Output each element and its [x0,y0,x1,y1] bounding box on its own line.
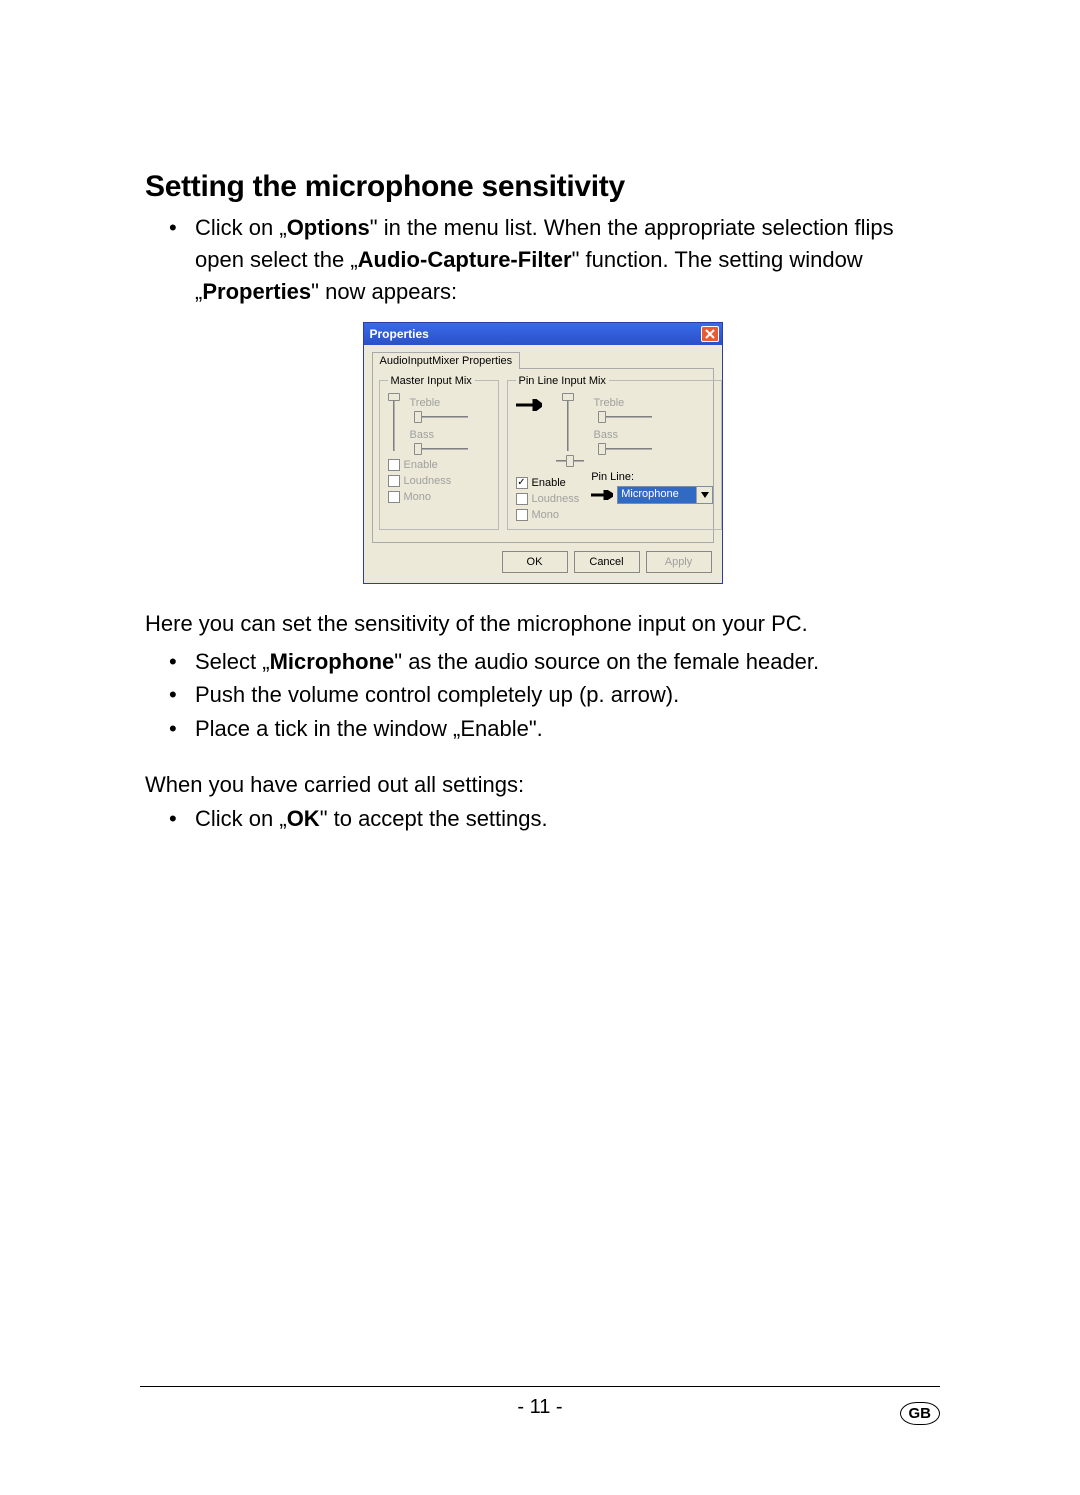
pin-line-select[interactable]: Microphone [617,486,713,504]
cancel-button[interactable]: Cancel [574,551,640,573]
dialog-title: Properties [370,327,429,341]
master-mono-row[interactable]: Mono [388,491,490,503]
closing-paragraph: When you have carried out all settings: [145,769,940,801]
pinline-bass-label: Bass [594,429,652,441]
dropdown-arrow-icon[interactable] [696,487,712,503]
closing-list: Click on „OK" to accept the settings. [145,803,940,835]
pinline-volume-slider[interactable] [562,393,574,451]
pin-line-label: Pin Line: [591,471,634,483]
pinline-loudness-row[interactable]: Loudness [516,493,580,505]
pinline-legend: Pin Line Input Mix [516,375,609,387]
pinline-mono-row[interactable]: Mono [516,509,580,521]
pinline-pan-slider[interactable] [556,455,584,467]
tab-audio-mixer-properties[interactable]: AudioInputMixer Properties [372,352,521,369]
pinline-enable-label: Enable [532,477,566,489]
apply-button[interactable]: Apply [646,551,712,573]
after-dialog-paragraph: Here you can set the sensitivity of the … [145,608,940,640]
dialog-button-row: OK Cancel Apply [364,551,722,583]
master-enable-label: Enable [404,459,438,471]
pinline-bass-slider[interactable] [598,443,652,455]
master-loudness-label: Loudness [404,475,452,487]
tab-panel: Master Input Mix Treble Bass [372,368,714,543]
master-loudness-row[interactable]: Loudness [388,475,490,487]
steps-list: Select „Microphone" as the audio source … [145,646,940,746]
pinline-loudness-label: Loudness [532,493,580,505]
pinline-treble-label: Treble [594,397,652,409]
ok-button[interactable]: OK [502,551,568,573]
list-item: Click on „Options" in the menu list. Whe… [195,212,940,308]
list-item: Push the volume control completely up (p… [195,679,940,711]
pin-line-selected-value: Microphone [618,487,696,503]
master-bass-label: Bass [410,429,468,441]
pinline-enable-row[interactable]: Enable [516,477,580,489]
master-treble-label: Treble [410,397,468,409]
titlebar: Properties [364,323,722,345]
list-item: Select „Microphone" as the audio source … [195,646,940,678]
dialog-figure: Properties AudioInputMixer Properties Ma… [145,322,940,584]
arrow-to-volume-icon [516,399,542,411]
close-icon [705,329,715,339]
intro-list: Click on „Options" in the menu list. Whe… [145,212,940,308]
list-item: Click on „OK" to accept the settings. [195,803,940,835]
master-mono-label: Mono [404,491,432,503]
properties-dialog: Properties AudioInputMixer Properties Ma… [363,322,723,584]
close-button[interactable] [701,326,719,342]
region-badge: GB [900,1402,941,1425]
pin-line-input-mix-group: Pin Line Input Mix Treble Bass [507,375,723,530]
master-input-mix-group: Master Input Mix Treble Bass [379,375,499,530]
master-treble-slider[interactable] [414,411,468,423]
tab-strip: AudioInputMixer Properties [364,345,722,368]
list-item: Place a tick in the window „Enable". [195,713,940,745]
master-bass-slider[interactable] [414,443,468,455]
section-heading: Setting the microphone sensitivity [145,170,940,204]
master-volume-slider[interactable] [388,393,400,451]
master-enable-row[interactable]: Enable [388,459,490,471]
arrow-to-select-icon [591,490,613,500]
footer-rule [140,1386,940,1387]
pinline-mono-label: Mono [532,509,560,521]
pinline-treble-slider[interactable] [598,411,652,423]
master-legend: Master Input Mix [388,375,475,387]
